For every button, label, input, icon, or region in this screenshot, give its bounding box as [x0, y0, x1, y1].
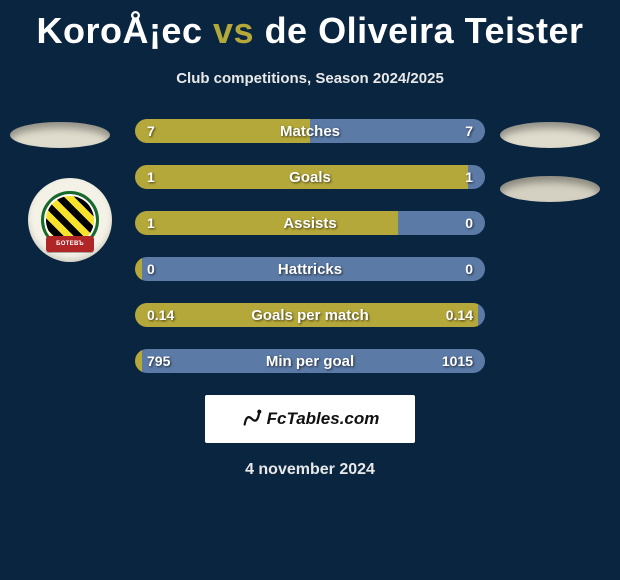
stat-bar: Assists 1 0 [135, 211, 485, 235]
stats-bars-container: Matches 7 7 Goals 1 1 Assists 1 0 Hattricks 0 0 Goal… [135, 119, 485, 373]
stat-bar-left-segment [135, 349, 142, 373]
stat-bar-right-segment [478, 303, 485, 327]
stat-bar: Matches 7 7 [135, 119, 485, 143]
stat-label: Min per goal [266, 353, 354, 370]
club-badge-ribbon: БОТЕВЪ [46, 236, 94, 252]
vs-text: vs [213, 10, 254, 51]
stat-bar: Min per goal 795 1015 [135, 349, 485, 373]
stat-value-right: 1 [465, 169, 473, 185]
stat-value-right: 1015 [442, 353, 473, 369]
stat-value-left: 1 [147, 215, 155, 231]
stat-value-left: 795 [147, 353, 170, 369]
subtitle: Club competitions, Season 2024/2025 [0, 70, 620, 87]
stat-value-left: 7 [147, 123, 155, 139]
club-badge-inner: БОТЕВЪ [41, 191, 99, 249]
player1-silhouette-placeholder [10, 122, 110, 148]
brand-text: FcTables.com [267, 409, 380, 429]
stat-label: Goals per match [251, 307, 369, 324]
stat-value-right: 0 [465, 215, 473, 231]
stat-value-left: 1 [147, 169, 155, 185]
stat-value-left: 0.14 [147, 307, 174, 323]
fctables-icon [241, 408, 263, 430]
stat-label: Goals [289, 169, 331, 186]
stat-bar: Hattricks 0 0 [135, 257, 485, 281]
club-badge-text: БОТЕВЪ [56, 241, 84, 247]
stat-value-right: 0.14 [446, 307, 473, 323]
stat-bar-left-segment [135, 257, 142, 281]
player2-club-placeholder [500, 176, 600, 202]
player1-club-badge: БОТЕВЪ [28, 178, 112, 262]
stat-label: Matches [280, 123, 340, 140]
page-title: KoroÅ¡ec vs de Oliveira Teister [0, 0, 620, 52]
stat-bar: Goals 1 1 [135, 165, 485, 189]
stat-bar-left-segment [135, 211, 398, 235]
footer-date: 4 november 2024 [0, 461, 620, 479]
player1-name: KoroÅ¡ec [36, 10, 202, 51]
player2-silhouette-placeholder [500, 122, 600, 148]
stat-value-left: 0 [147, 261, 155, 277]
stat-value-right: 0 [465, 261, 473, 277]
stat-value-right: 7 [465, 123, 473, 139]
stat-label: Hattricks [278, 261, 342, 278]
stat-bar: Goals per match 0.14 0.14 [135, 303, 485, 327]
player2-name: de Oliveira Teister [265, 10, 584, 51]
brand-box[interactable]: FcTables.com [205, 395, 415, 443]
stat-label: Assists [283, 215, 336, 232]
